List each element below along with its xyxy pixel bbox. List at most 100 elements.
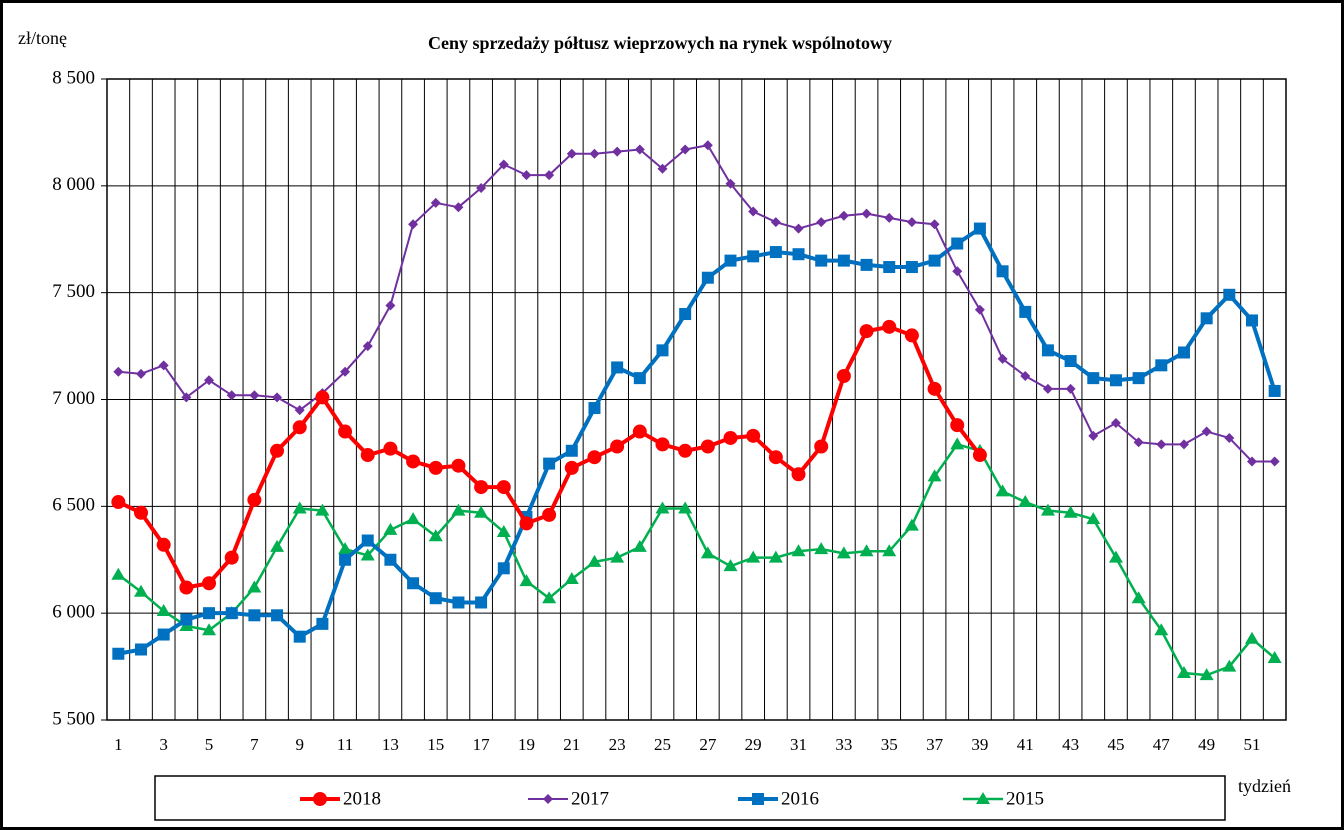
point: [587, 554, 602, 567]
point: [272, 392, 283, 403]
point: [452, 596, 465, 609]
point: [136, 368, 147, 379]
point: [611, 361, 624, 374]
point: [1086, 512, 1101, 525]
point: [340, 366, 351, 377]
point: [225, 607, 238, 620]
point: [362, 341, 373, 352]
point: [632, 424, 647, 439]
x-tick-label: 51: [1243, 735, 1260, 754]
series: [111, 319, 987, 595]
point: [204, 375, 215, 386]
point: [339, 553, 352, 566]
point: [521, 170, 532, 181]
point: [202, 623, 217, 636]
x-tick-label: 43: [1062, 735, 1079, 754]
point: [836, 546, 851, 559]
point: [156, 604, 171, 617]
point: [519, 516, 534, 531]
series-line: [117, 443, 1276, 677]
point: [1040, 503, 1055, 516]
point: [519, 574, 534, 587]
point: [1154, 623, 1169, 636]
point: [1087, 372, 1100, 385]
point: [134, 505, 149, 520]
point: [474, 480, 489, 495]
point: [564, 571, 579, 584]
point: [1065, 383, 1076, 394]
point: [430, 197, 441, 208]
x-tick-label: 33: [835, 735, 852, 754]
point: [247, 580, 262, 593]
legend-marker: [752, 793, 764, 805]
point: [816, 217, 827, 228]
point: [113, 366, 124, 377]
point: [408, 219, 419, 230]
point: [564, 460, 579, 475]
point: [453, 202, 464, 213]
x-tick-label: 1: [114, 735, 123, 754]
point: [180, 613, 193, 626]
y-tick-label: 5 500: [52, 708, 95, 729]
point: [1108, 550, 1123, 563]
point: [700, 439, 715, 454]
point: [632, 539, 647, 552]
point: [294, 405, 305, 416]
point: [860, 258, 873, 271]
point: [542, 591, 557, 604]
x-tick-label: 49: [1198, 735, 1215, 754]
point: [475, 596, 488, 609]
point: [565, 444, 578, 457]
point: [814, 542, 829, 555]
y-tick-label: 7 500: [52, 281, 95, 302]
point: [1019, 305, 1032, 318]
point: [768, 450, 783, 465]
point: [882, 319, 897, 334]
point: [226, 390, 237, 401]
point: [927, 381, 942, 396]
x-tick-label: 15: [427, 735, 444, 754]
point: [158, 360, 169, 371]
x-tick-label: 5: [205, 735, 214, 754]
point: [656, 344, 669, 357]
point: [859, 544, 874, 557]
point: [293, 630, 306, 643]
point: [181, 392, 192, 403]
x-tick-label: 35: [881, 735, 898, 754]
point: [1246, 456, 1257, 467]
point: [655, 501, 670, 514]
x-tick-label: 29: [745, 735, 762, 754]
point: [1200, 312, 1213, 325]
point: [928, 254, 941, 267]
point: [633, 372, 646, 385]
point: [904, 518, 919, 531]
point: [1109, 374, 1122, 387]
point: [679, 308, 692, 321]
y-axis-label: zł/tonę: [18, 28, 67, 48]
point: [655, 437, 670, 452]
point: [544, 170, 555, 181]
point: [791, 467, 806, 482]
point: [747, 250, 760, 263]
point: [542, 507, 557, 522]
point: [247, 492, 262, 507]
legend-label: 2017: [571, 788, 609, 809]
point: [316, 617, 329, 630]
legend-marker: [976, 792, 990, 804]
point: [769, 246, 782, 259]
point: [678, 443, 693, 458]
point: [1133, 437, 1144, 448]
point: [950, 437, 965, 450]
point: [496, 480, 511, 495]
point: [1201, 426, 1212, 437]
point: [610, 550, 625, 563]
point: [112, 647, 125, 660]
point: [1020, 370, 1031, 381]
point: [701, 271, 714, 284]
point: [793, 223, 804, 234]
point: [837, 254, 850, 267]
point: [680, 144, 691, 155]
x-tick-label: 9: [295, 735, 304, 754]
